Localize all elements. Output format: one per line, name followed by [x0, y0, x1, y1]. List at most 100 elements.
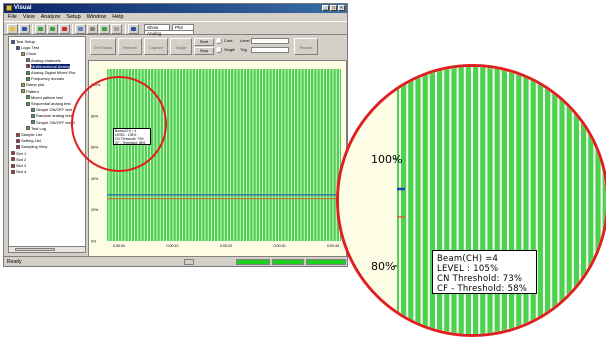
close-icon[interactable]: ×: [338, 5, 345, 11]
tree-item-label: Slot 2: [16, 156, 27, 162]
chart-button[interactable]: [99, 24, 110, 34]
window-controls: _ □ ×: [322, 5, 345, 11]
menu-view[interactable]: View: [22, 13, 35, 20]
control-strip: Get Status Refresh Capture Single Start …: [88, 36, 347, 58]
tree-item[interactable]: Simple ON/OFF test 2: [31, 120, 75, 125]
tree-item-label: Simple ON/OFF test: [36, 107, 73, 113]
help-button[interactable]: [128, 24, 139, 34]
x-tick-label: 0:00:40: [327, 244, 339, 248]
menu-bar: File View Analyze Setup Window Help: [4, 13, 347, 21]
single-button[interactable]: Single: [170, 38, 192, 55]
tree-node-icon: [31, 113, 35, 118]
small-callout-line: CN Threshold: 73%: [115, 137, 144, 141]
start-button[interactable]: Start: [194, 38, 214, 46]
tree-item[interactable]: Frequency domain: [26, 76, 64, 81]
tree-node-icon: [26, 76, 30, 81]
beam-callout: Beam(CH) =4 LEVEL : 105% CN Threshold: 7…: [432, 250, 537, 294]
tree-item[interactable]: Multifunctional Analog: [26, 63, 70, 69]
open-button[interactable]: [7, 24, 18, 34]
tree-item-label: Ramp plot: [26, 82, 45, 88]
tree-item-label: Slot 4: [16, 169, 27, 175]
tree-item[interactable]: Sequential analog test: [26, 101, 71, 106]
app-window: Visual _ □ × File View Analyze Setup Win…: [3, 3, 348, 267]
zoom-button[interactable]: [75, 24, 86, 34]
tree-node-icon: [21, 51, 25, 56]
grid-icon: [90, 27, 95, 31]
tree-node-icon: [26, 101, 30, 106]
tree-item[interactable]: Slot 3: [11, 163, 26, 168]
tree-item[interactable]: Sampling View: [16, 144, 47, 149]
tree-node-icon: [31, 107, 35, 112]
small-callout-line: LEVEL : 105%: [115, 133, 137, 137]
tree-item[interactable]: Random analog test: [31, 113, 72, 118]
folder-icon: [10, 27, 15, 31]
mode-select[interactable]: Analog: [144, 30, 194, 36]
tree-item[interactable]: Slot 1: [11, 151, 26, 156]
magnifier-icon: [78, 27, 83, 31]
maximize-icon[interactable]: □: [330, 5, 337, 11]
y-tick-label: 20%: [91, 208, 99, 212]
tree-item[interactable]: Setting List: [16, 138, 41, 143]
app-icon: [6, 5, 12, 11]
menu-help[interactable]: Help: [112, 13, 124, 20]
stop-button[interactable]: [59, 24, 70, 34]
tree-item[interactable]: Analog channels: [26, 58, 61, 63]
tree-item[interactable]: Ramp plot: [21, 82, 44, 87]
tree-item-label: Analog channels: [31, 57, 61, 63]
menu-window[interactable]: Window: [86, 13, 107, 20]
tree-node-icon: [26, 95, 30, 100]
menu-file[interactable]: File: [8, 13, 17, 20]
tree-item[interactable]: Sample List: [16, 132, 42, 137]
trig-input[interactable]: [251, 47, 289, 53]
tree-node-icon: [16, 45, 20, 50]
menu-setup[interactable]: Setup: [66, 13, 81, 20]
disk-icon: [22, 27, 27, 31]
tree-item[interactable]: Mixed pattern test: [26, 95, 63, 100]
status-running: [272, 259, 304, 265]
tree-item-label: Random analog test: [36, 113, 72, 119]
level-field-label: Level: [240, 38, 250, 43]
tree-item[interactable]: Analog Digital Mixed Plot: [26, 70, 75, 75]
toolbar-separator: [72, 24, 73, 34]
connect-button[interactable]: [35, 24, 46, 34]
grid-button[interactable]: [87, 24, 98, 34]
tree-item[interactable]: Simple ON/OFF test: [31, 107, 72, 112]
single-radio[interactable]: [216, 47, 222, 53]
save-button[interactable]: [19, 24, 30, 34]
tree-item[interactable]: Slot 2: [11, 157, 26, 162]
tree-item[interactable]: Pattern: [21, 89, 39, 94]
tree-item[interactable]: Slot 4: [11, 169, 26, 174]
tree-item[interactable]: Logic Test: [16, 45, 39, 50]
tree-item[interactable]: Test Log: [26, 126, 46, 131]
stop-control-button[interactable]: Stop: [194, 47, 214, 55]
minimize-icon[interactable]: _: [322, 5, 329, 11]
capture-button[interactable]: Capture: [144, 38, 168, 55]
level-input[interactable]: [251, 38, 289, 44]
get-status-button[interactable]: Get Status: [90, 38, 116, 55]
magnified-y-tick: 80%: [371, 260, 395, 273]
small-callout-line: Beam(CH) = 4: [115, 129, 137, 133]
tree-item-label: Sample List: [21, 132, 42, 137]
tree-node-icon: [11, 151, 15, 156]
tree-item-label: Frequency domain: [31, 76, 65, 82]
tree-scrollbar[interactable]: [9, 246, 85, 252]
cont-radio[interactable]: [216, 38, 222, 44]
tree-item-label: Sequential analog test: [31, 101, 71, 106]
repeat-button[interactable]: Repeat: [294, 38, 318, 55]
refresh-button[interactable]: Refresh: [118, 38, 142, 55]
small-beam-callout: Beam(CH) = 4 LEVEL : 105% CN Threshold: …: [113, 128, 151, 145]
cont-radio-label: Cont: [224, 38, 233, 43]
menu-analyze[interactable]: Analyze: [40, 13, 61, 20]
table-button[interactable]: [111, 24, 122, 34]
tree-node-icon: [26, 70, 30, 75]
x-tick-label: 0:00:20: [220, 244, 232, 248]
chart-icon: [102, 27, 107, 31]
magnified-chart: 100% 80%: [339, 67, 606, 334]
y-tick-label: 0%: [91, 240, 97, 244]
tree-item[interactable]: Test Setup: [11, 39, 35, 44]
tree-item-label: Clock: [26, 51, 37, 57]
tree-item[interactable]: Clock: [21, 51, 36, 56]
help-icon: [131, 27, 136, 31]
run-button[interactable]: [47, 24, 58, 34]
project-tree: Test Setup Logic Test Clock Analog channels…: [8, 36, 86, 253]
